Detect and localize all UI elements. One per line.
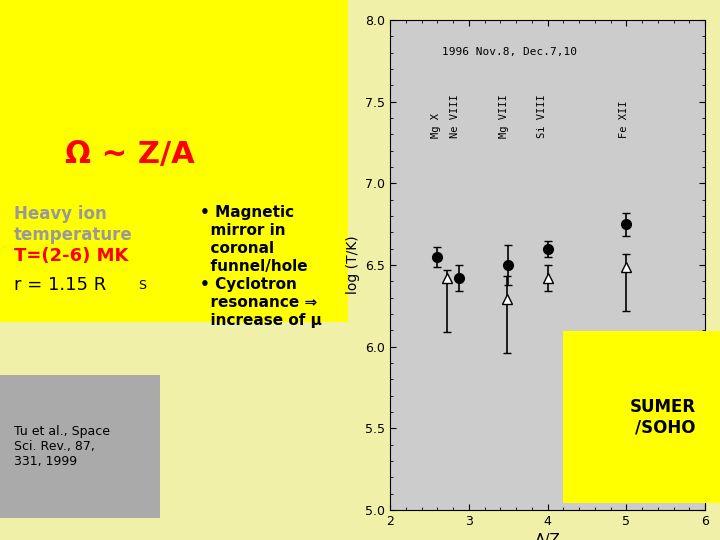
X-axis label: A/Z: A/Z [534,534,560,540]
Text: resonance: resonance [30,102,176,126]
Text: Mg VIII: Mg VIII [499,94,509,138]
Text: Mg X: Mg X [431,113,441,138]
Text: Ne VIII: Ne VIII [451,94,460,138]
Text: • Magnetic
  mirror in
  coronal
  funnel/hole
• Cyclotron
  resonance ⇒
  incre: • Magnetic mirror in coronal funnel/hole… [200,205,322,328]
Text: S: S [138,279,146,292]
Text: Ω ~ Z/A: Ω ~ Z/A [65,140,195,170]
Text: 1996 Nov.8, Dec.7,10: 1996 Nov.8, Dec.7,10 [442,47,577,57]
Text: by cyclotron: by cyclotron [30,66,204,90]
Y-axis label: log (T/K): log (T/K) [346,235,359,294]
Text: Heavy ion heating: Heavy ion heating [12,30,269,54]
Text: r = 1.15 R: r = 1.15 R [14,276,107,294]
Text: Si VIII: Si VIII [537,94,547,138]
Text: Heavy ion
temperature: Heavy ion temperature [14,205,132,244]
Text: Tu et al., Space
Sci. Rev., 87,
331, 1999: Tu et al., Space Sci. Rev., 87, 331, 199… [14,425,110,468]
Text: SUMER
/SOHO: SUMER /SOHO [629,397,696,436]
Text: Fe XII: Fe XII [619,100,629,138]
Text: T=(2-6) MK: T=(2-6) MK [14,247,128,265]
